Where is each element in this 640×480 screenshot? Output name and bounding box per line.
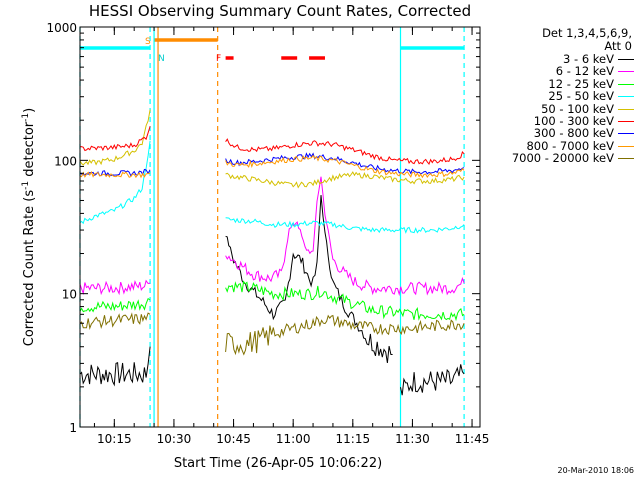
y-axis-label-part1: Corrected Count Rate (s — [22, 190, 37, 347]
legend-header-line2: Att 0 — [604, 39, 632, 53]
legend-item-1: 6 - 12 keV — [474, 64, 636, 79]
series-8-line-0 — [79, 312, 151, 331]
series-0-line-2 — [400, 364, 465, 396]
series-group — [79, 109, 465, 396]
series-1 — [79, 176, 465, 297]
plot-frame — [79, 26, 481, 428]
flag-vertical-lines — [79, 27, 465, 427]
y-axis-label-sup1: -1 — [21, 181, 31, 190]
y-axis-label-sup2: -1 — [21, 113, 31, 122]
legend-label-4: 50 - 100 keV — [541, 101, 614, 116]
legend-item-0: 3 - 6 keV — [474, 53, 636, 65]
series-5-line-0 — [79, 126, 151, 152]
series-0-line-1 — [225, 195, 393, 363]
legend-swatch-7 — [618, 145, 634, 147]
series-3 — [79, 140, 465, 234]
x-tick-label-5: 11:30 — [395, 432, 430, 446]
legend-item-8: 7000 - 20000 keV — [474, 151, 636, 166]
series-1-line-0 — [79, 279, 151, 296]
x-tick-label-0: 10:15 — [97, 432, 132, 446]
x-tick-label-3: 11:00 — [276, 432, 311, 446]
series-3-line-1 — [225, 217, 465, 234]
series-2-line-1 — [225, 280, 465, 322]
series-1-line-1 — [225, 176, 465, 297]
x-axis-label: Start Time (26-Apr-05 10:06:22) — [174, 456, 382, 471]
series-4 — [79, 109, 465, 189]
legend-label-1: 6 - 12 keV — [555, 64, 614, 79]
y-tick-label-2: 100 — [54, 154, 77, 168]
y-tick-label-1: 10 — [62, 288, 77, 302]
legend: Det 1,3,4,5,6,9, Att 0 3 - 6 keV 6 - 12 k… — [474, 27, 636, 165]
series-2-line-0 — [79, 297, 151, 313]
legend-swatch-3 — [618, 96, 634, 98]
flag-label-flare: F — [216, 54, 221, 64]
series-7-line-0 — [79, 170, 151, 179]
legend-label-5: 100 - 300 keV — [533, 113, 614, 128]
legend-item-7: 800 - 7000 keV — [474, 138, 636, 153]
axis-ticks: 10:15 10:30 10:45 11:00 11:15 11:30 11:45 1 10 10… — [46, 21, 489, 446]
series-6-line-1 — [225, 152, 465, 175]
y-tick-label-3: 1000 — [46, 21, 77, 35]
y-axis-label-part3: ) — [22, 108, 37, 113]
series-4-line-1 — [225, 171, 465, 189]
legend-label-3: 25 - 50 keV — [548, 89, 614, 104]
series-5 — [79, 126, 465, 165]
legend-swatch-1 — [618, 71, 634, 73]
flag-label-saa-end: N — [158, 54, 165, 64]
series-4-line-0 — [79, 109, 151, 166]
legend-label-2: 12 - 25 keV — [548, 76, 614, 91]
x-tick-label-6: 11:45 — [455, 432, 490, 446]
series-8 — [79, 312, 465, 356]
series-7 — [79, 154, 465, 179]
legend-swatch-5 — [618, 120, 634, 122]
legend-swatch-0 — [618, 59, 634, 60]
legend-item-6: 300 - 800 keV — [474, 126, 636, 141]
legend-label-6: 300 - 800 keV — [533, 126, 614, 141]
legend-item-4: 50 - 100 keV — [474, 101, 636, 116]
flag-label-saa-start: S — [145, 37, 151, 47]
legend-label-8: 7000 - 20000 keV — [511, 151, 614, 166]
series-7-line-1 — [225, 154, 465, 179]
y-axis-label-part2: detector — [22, 121, 37, 181]
y-axis-label: Corrected Count Rate (s-1 detector-1) — [21, 108, 37, 346]
legend-label-7: 800 - 7000 keV — [526, 138, 614, 153]
legend-entries: 3 - 6 keV 6 - 12 keV 12 - 25 keV 25 - 50 ke… — [474, 53, 636, 165]
series-0-line-0 — [79, 346, 151, 387]
legend-item-5: 100 - 300 keV — [474, 115, 636, 127]
legend-swatch-8 — [618, 158, 634, 160]
legend-swatch-2 — [618, 83, 634, 85]
series-8-line-1 — [225, 314, 465, 356]
legend-swatch-4 — [618, 108, 634, 110]
series-0 — [79, 195, 465, 396]
legend-swatch-6 — [618, 133, 634, 135]
series-3-line-0 — [79, 140, 151, 225]
legend-header-line1: Det 1,3,4,5,6,9, — [542, 26, 632, 40]
series-5-line-1 — [225, 138, 465, 165]
legend-item-2: 12 - 25 keV — [474, 76, 636, 91]
flag-bars — [80, 38, 465, 60]
x-tick-label-1: 10:30 — [157, 432, 192, 446]
series-2 — [79, 280, 465, 322]
y-tick-label-0: 1 — [69, 421, 77, 435]
timestamp: 20-Mar-2010 18:06 — [557, 466, 635, 475]
x-tick-label-2: 10:45 — [216, 432, 251, 446]
legend-item-3: 25 - 50 keV — [474, 89, 636, 104]
chart-title: HESSI Observing Summary Count Rates, Cor… — [89, 2, 471, 20]
x-tick-label-4: 11:15 — [336, 432, 371, 446]
legend-label-0: 3 - 6 keV — [563, 52, 614, 66]
